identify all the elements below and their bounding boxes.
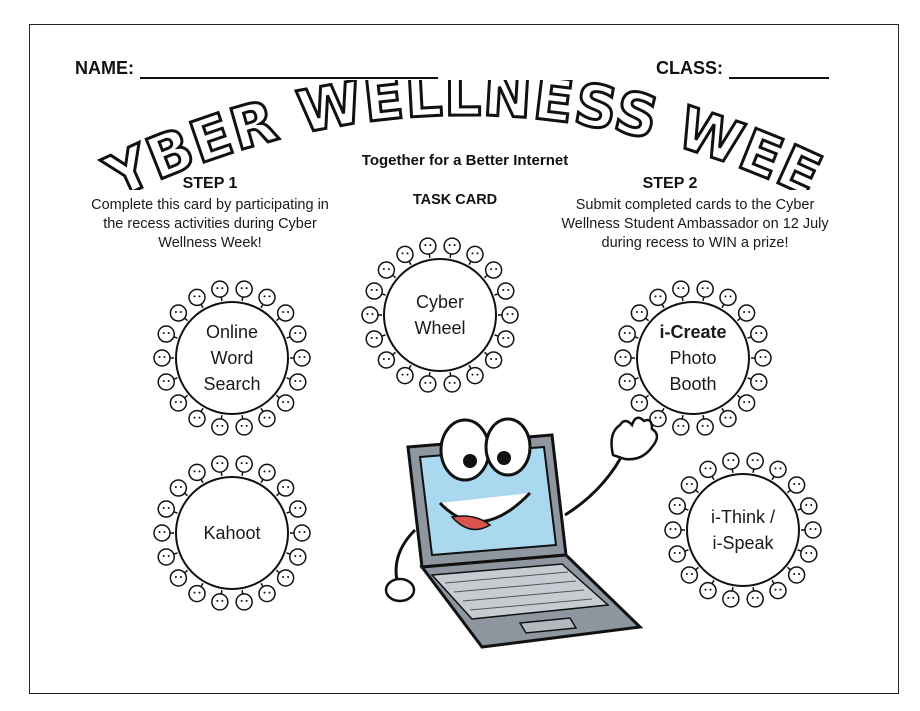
step2-text: Submit completed cards to the Cyber Well…: [535, 196, 855, 253]
activity-cyber-wheel: Cyber Wheel: [380, 255, 500, 375]
activity-line: Booth: [669, 374, 717, 394]
banner-title-text: CYBER WELLNESS WEEK: [30, 80, 832, 190]
banner-title-path: CYBER WELLNESS WEEK: [30, 80, 833, 190]
name-blank-line: [140, 59, 438, 79]
task-card-label: TASK CARD: [412, 192, 498, 208]
activity-i-create-photo-booth: i-Create Photo Booth: [633, 298, 753, 418]
activity-line: Photo: [669, 348, 717, 368]
activity-line: Word: [210, 348, 254, 368]
banner-title: CYBER WELLNESS WEEK: [30, 80, 833, 190]
activity-line: Wheel: [414, 318, 466, 338]
children-ring-icon: [614, 280, 772, 436]
step1-heading: STEP 1: [182, 175, 238, 192]
step2-line: during recess to WIN a prize!: [601, 235, 789, 251]
name-field: NAME:: [75, 58, 438, 79]
name-label: NAME:: [75, 58, 134, 78]
step1-line: Complete this card by participating in: [91, 197, 329, 213]
activity-online-word-search: Online Word Search: [172, 298, 292, 418]
task-card-sheet: NAME: CLASS: CYBER WELLNESS WEEK Togethe…: [29, 24, 899, 694]
step1-line: Wellness Week!: [158, 235, 262, 251]
step2-line: Submit completed cards to the Cyber: [575, 197, 815, 213]
laptop-mascot-icon: [384, 416, 659, 649]
children-ring-icon: [153, 280, 311, 436]
activity-line: i-Create: [659, 322, 727, 342]
children-ring-icon: [361, 237, 519, 393]
children-ring-icon: [153, 455, 311, 611]
activity-line: i-Speak: [712, 533, 774, 553]
children-ring-icon: [664, 452, 822, 608]
step1-text: Complete this card by participating in t…: [60, 196, 360, 253]
class-field: CLASS:: [656, 58, 829, 79]
step2-heading: STEP 2: [642, 175, 698, 192]
step1-line: the recess activities during Cyber: [103, 216, 317, 232]
step2-line: Wellness Student Ambassador on 12 July: [561, 216, 829, 232]
activity-line: i-Think /: [710, 507, 775, 527]
activity-i-think-i-speak: i-Think / i-Speak: [683, 470, 803, 590]
class-blank-line: [729, 59, 829, 79]
activity-line: Online: [205, 322, 259, 342]
banner-subtitle: Together for a Better Internet: [361, 152, 569, 169]
activity-line: Cyber: [415, 292, 464, 312]
activity-kahoot: Kahoot: [172, 473, 292, 593]
activity-line: Kahoot: [203, 523, 261, 543]
class-label: CLASS:: [656, 58, 723, 78]
activity-line: Search: [203, 374, 261, 394]
